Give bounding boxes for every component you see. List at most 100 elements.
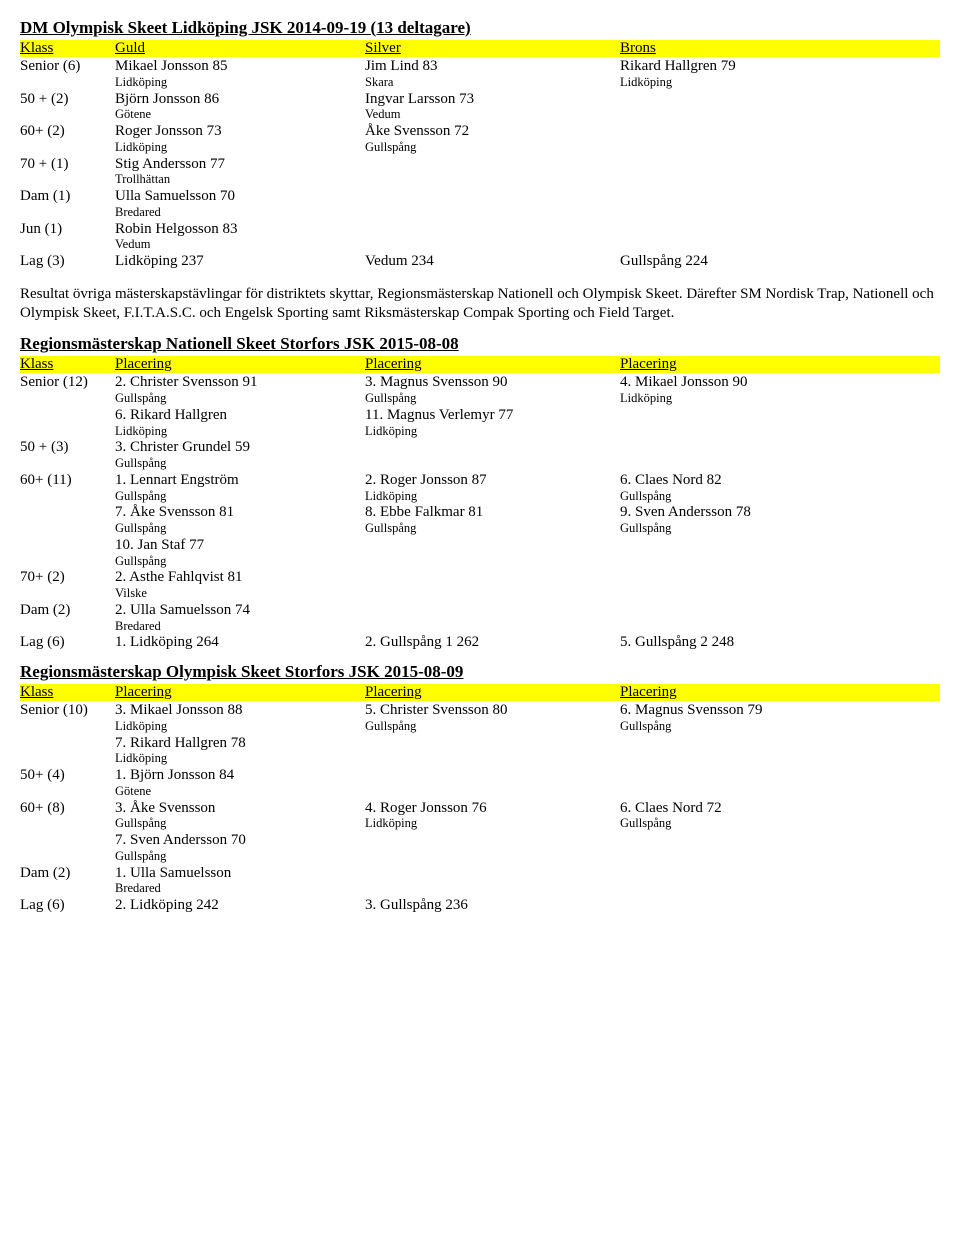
cell: 1. Ulla Samuelsson xyxy=(115,864,365,883)
cell: Ingvar Larsson 73 xyxy=(365,90,620,109)
cell: 7. Åke Svensson 81 xyxy=(115,503,365,522)
cell: Senior (12) xyxy=(20,373,115,392)
table-row-sub: Trollhättan xyxy=(20,173,940,187)
cell-sub: Gullspång xyxy=(115,522,365,536)
table-row: 60+ (2)Roger Jonsson 73Åke Svensson 72 xyxy=(20,122,940,141)
cell-sub: Lidköping xyxy=(620,392,880,406)
cell: Åke Svensson 72 xyxy=(365,122,620,141)
cell-sub: Lidköping xyxy=(115,752,365,766)
cell-sub: Bredared xyxy=(115,620,365,634)
table-row: Lag (3)Lidköping 237Vedum 234Gullspång 2… xyxy=(20,252,940,271)
doc3-rows: Senior (10)3. Mikael Jonsson 885. Christ… xyxy=(20,701,940,915)
doc2-rows: Senior (12)2. Christer Svensson 913. Mag… xyxy=(20,373,940,652)
cell: 60+ (2) xyxy=(20,122,115,141)
table-row: Lag (6)1. Lidköping 2642. Gullspång 1 26… xyxy=(20,633,940,652)
table-row: 50 + (3)3. Christer Grundel 59 xyxy=(20,438,940,457)
cell-sub: Lidköping xyxy=(620,76,880,90)
cell: 2. Asthe Fahlqvist 81 xyxy=(115,568,365,587)
cell: Lag (6) xyxy=(20,896,115,915)
table-row-sub: GullspångGullspångLidköping xyxy=(20,392,940,406)
header-row-3: Klass Placering Placering Placering xyxy=(20,684,940,701)
cell-sub: Gullspång xyxy=(365,720,620,734)
cell: Rikard Hallgren 79 xyxy=(620,57,880,76)
cell: 60+ (8) xyxy=(20,799,115,818)
cell-sub: Lidköping xyxy=(115,141,365,155)
cell-sub: Lidköping xyxy=(115,425,365,439)
cell: Senior (10) xyxy=(20,701,115,720)
col-klass: Klass xyxy=(20,356,115,373)
cell: 50+ (4) xyxy=(20,766,115,785)
table-row-sub: Vedum xyxy=(20,238,940,252)
cell-sub: Götene xyxy=(115,785,365,799)
cell: Roger Jonsson 73 xyxy=(115,122,365,141)
section-title-2: Regionsmästerskap Nationell Skeet Storfo… xyxy=(20,334,940,354)
cell: 6. Claes Nord 72 xyxy=(620,799,880,818)
cell-sub: Gullspång xyxy=(115,850,365,864)
cell-sub: Götene xyxy=(115,108,365,122)
cell: 9. Sven Andersson 78 xyxy=(620,503,880,522)
cell: 8. Ebbe Falkmar 81 xyxy=(365,503,620,522)
col-klass: Klass xyxy=(20,684,115,701)
cell: 4. Mikael Jonsson 90 xyxy=(620,373,880,392)
cell: 3. Åke Svensson xyxy=(115,799,365,818)
col-silver: Silver xyxy=(365,40,620,57)
table-row: 7. Åke Svensson 818. Ebbe Falkmar 819. S… xyxy=(20,503,940,522)
summary-paragraph: Resultat övriga mästerskapstävlingar för… xyxy=(20,285,940,323)
table-row: 50 + (2)Björn Jonsson 86Ingvar Larsson 7… xyxy=(20,90,940,109)
cell: 3. Gullspång 236 xyxy=(365,896,620,915)
table-row: 10. Jan Staf 77 xyxy=(20,536,940,555)
table-row: Senior (10)3. Mikael Jonsson 885. Christ… xyxy=(20,701,940,720)
cell-sub: Gullspång xyxy=(115,817,365,831)
cell: 2. Gullspång 1 262 xyxy=(365,633,620,652)
cell: 1. Lennart Engström xyxy=(115,471,365,490)
cell: Lidköping 237 xyxy=(115,252,365,271)
table-row-sub: GullspångGullspångGullspång xyxy=(20,522,940,536)
cell: 5. Christer Svensson 80 xyxy=(365,701,620,720)
cell-sub: Lidköping xyxy=(115,720,365,734)
table-row: Dam (1)Ulla Samuelsson 70 xyxy=(20,187,940,206)
cell: 2. Christer Svensson 91 xyxy=(115,373,365,392)
table-row-sub: LidköpingGullspångGullspång xyxy=(20,720,940,734)
col-placering3: Placering xyxy=(620,356,880,373)
cell-sub: Lidköping xyxy=(365,817,620,831)
table-row-sub: Bredared xyxy=(20,206,940,220)
cell: 2. Ulla Samuelsson 74 xyxy=(115,601,365,620)
cell: Ulla Samuelsson 70 xyxy=(115,187,365,206)
cell-sub: Gullspång xyxy=(115,392,365,406)
section-title-1: DM Olympisk Skeet Lidköping JSK 2014-09-… xyxy=(20,18,940,38)
table-row: 60+ (11)1. Lennart Engström2. Roger Jons… xyxy=(20,471,940,490)
col-placering1: Placering xyxy=(115,684,365,701)
cell: 60+ (11) xyxy=(20,471,115,490)
header-row-1: Klass Guld Silver Brons xyxy=(20,40,940,57)
col-klass: Klass xyxy=(20,40,115,57)
cell-sub: Vilske xyxy=(115,587,365,601)
cell: 3. Christer Grundel 59 xyxy=(115,438,365,457)
cell-sub: Bredared xyxy=(115,882,365,896)
cell-sub: Gullspång xyxy=(620,720,880,734)
cell-sub: Skara xyxy=(365,76,620,90)
table-row-sub: Lidköping xyxy=(20,752,940,766)
cell: 6. Rikard Hallgren xyxy=(115,406,365,425)
col-guld: Guld xyxy=(115,40,365,57)
cell: 5. Gullspång 2 248 xyxy=(620,633,880,652)
section-title-3: Regionsmästerskap Olympisk Skeet Storfor… xyxy=(20,662,940,682)
col-brons: Brons xyxy=(620,40,880,57)
cell: 3. Mikael Jonsson 88 xyxy=(115,701,365,720)
cell: Jim Lind 83 xyxy=(365,57,620,76)
cell: Gullspång 224 xyxy=(620,252,880,271)
cell: 2. Roger Jonsson 87 xyxy=(365,471,620,490)
table-row: Dam (2)1. Ulla Samuelsson xyxy=(20,864,940,883)
col-placering2: Placering xyxy=(365,684,620,701)
col-placering2: Placering xyxy=(365,356,620,373)
table-row: Senior (12)2. Christer Svensson 913. Mag… xyxy=(20,373,940,392)
cell: 7. Rikard Hallgren 78 xyxy=(115,734,365,753)
cell-sub: Gullspång xyxy=(115,490,365,504)
cell-sub: Gullspång xyxy=(115,555,365,569)
col-placering1: Placering xyxy=(115,356,365,373)
cell: Stig Andersson 77 xyxy=(115,155,365,174)
table-row: 70 + (1)Stig Andersson 77 xyxy=(20,155,940,174)
table-row-sub: GöteneVedum xyxy=(20,108,940,122)
table-row: Jun (1)Robin Helgosson 83 xyxy=(20,220,940,239)
cell-sub: Gullspång xyxy=(365,392,620,406)
cell-sub: Trollhättan xyxy=(115,173,365,187)
